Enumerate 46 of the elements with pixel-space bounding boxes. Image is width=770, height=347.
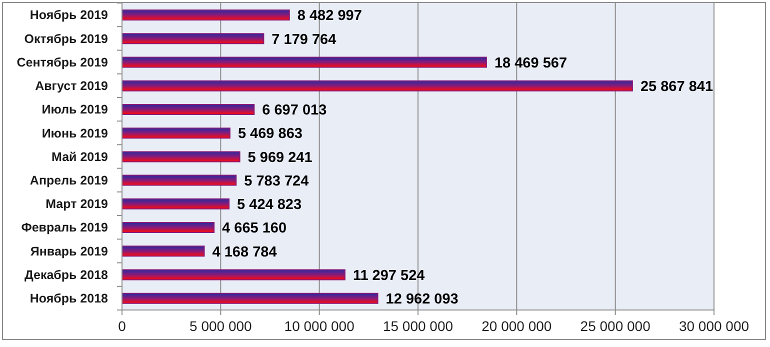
x-tick-label: 0 <box>118 318 126 334</box>
bar <box>122 269 346 280</box>
y-tick-label: Май 2019 <box>52 150 108 164</box>
y-tick-label: Сентябрь 2019 <box>16 55 108 70</box>
data-label: 5 469 863 <box>238 126 302 142</box>
bar <box>122 174 237 186</box>
y-tick-label: Декабрь 2018 <box>24 268 108 282</box>
data-label: 5 424 823 <box>237 197 302 214</box>
data-label: 7 179 764 <box>272 32 336 48</box>
y-tick-label: Ноябрь 2018 <box>30 292 108 306</box>
bar <box>122 292 378 304</box>
y-tick-label: Март 2019 <box>46 197 108 212</box>
y-tick-label: Апрель 2019 <box>30 173 108 188</box>
x-tick-label: 10 000 000 <box>284 318 355 334</box>
y-tick-label: Октябрь 2019 <box>24 32 108 46</box>
data-label: 11 297 524 <box>352 268 425 284</box>
bar <box>122 246 205 257</box>
bar <box>122 222 215 234</box>
data-label: 5 969 241 <box>248 150 312 166</box>
x-tick-label: 15 000 000 <box>382 318 454 334</box>
data-label: 12 962 093 <box>386 292 458 308</box>
y-tick-label: Июль 2019 <box>42 102 108 117</box>
bar <box>122 151 240 162</box>
bar <box>122 56 487 68</box>
bar <box>122 128 230 139</box>
y-tick-label: Февраль 2019 <box>21 220 108 235</box>
bar <box>122 33 264 44</box>
y-tick-label: Август 2019 <box>35 79 108 94</box>
x-tick-label: 20 000 000 <box>482 318 552 334</box>
bar <box>122 80 633 92</box>
x-tick-label: 25 000 000 <box>580 318 651 334</box>
y-tick-label: Январь 2019 <box>30 244 108 258</box>
x-tick-label: 5 000 000 <box>190 318 252 334</box>
data-label: 5 783 724 <box>244 173 309 190</box>
data-label: 6 697 013 <box>262 102 327 119</box>
y-tick-label: Ноябрь 2019 <box>30 8 108 22</box>
data-label: 18 469 567 <box>494 55 568 72</box>
data-label: 25 867 841 <box>640 78 714 95</box>
bar <box>122 10 290 20</box>
data-label: 4 168 784 <box>212 244 277 260</box>
y-tick-label: Июнь 2019 <box>42 126 108 140</box>
data-label: 8 482 997 <box>297 8 362 24</box>
bar <box>122 104 255 115</box>
bar <box>122 198 230 210</box>
data-label: 4 665 160 <box>222 220 287 237</box>
x-tick-label: 30 000 000 <box>678 318 750 334</box>
